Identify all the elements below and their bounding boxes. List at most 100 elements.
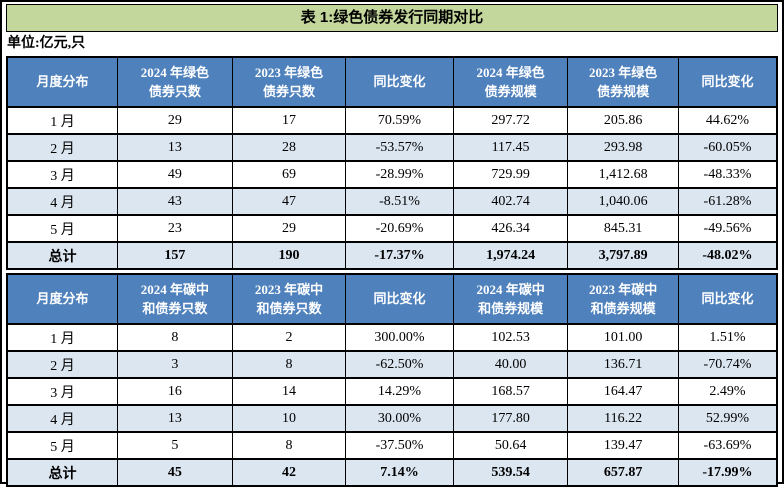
data-cell: -17.37% [345, 241, 454, 270]
data-cell: 50.64 [452, 431, 569, 460]
header-cell-yoy-scale: 同比变化 [677, 273, 778, 325]
data-cell: 3 [117, 350, 233, 379]
data-cell: 3 月 [6, 160, 119, 189]
data-cell: -37.50% [345, 431, 454, 460]
data-cell: 657.87 [567, 458, 679, 487]
data-cell: 49 [117, 160, 233, 189]
data-cell: -28.99% [345, 160, 454, 189]
data-cell: 47 [231, 187, 347, 216]
header-cell-2024-scale: 2024 年碳中 和债券规模 [452, 273, 569, 325]
data-cell: 136.71 [567, 350, 679, 379]
header-cell-yoy-count: 同比变化 [345, 56, 454, 108]
data-cell: 总计 [6, 458, 119, 487]
header-cell-2023-count: 2023 年碳中 和债券只数 [231, 273, 347, 325]
header-cell-2024-scale: 2024 年绿色 债券规模 [452, 56, 569, 108]
data-cell: 539.54 [452, 458, 569, 487]
header-cell-2024-count: 2024 年绿色 债券只数 [117, 56, 233, 108]
data-cell: 2.49% [677, 377, 778, 406]
data-cell: 23 [117, 214, 233, 243]
data-cell: 44.62% [677, 106, 778, 135]
header-cell-2023-scale: 2023 年碳中 和债券规模 [567, 273, 679, 325]
data-cell: -17.99% [677, 458, 778, 487]
data-cell: -48.02% [677, 241, 778, 270]
data-cell: 117.45 [452, 133, 569, 162]
data-cell: 52.99% [677, 404, 778, 433]
data-cell: 8 [231, 431, 347, 460]
data-cell: 164.47 [567, 377, 679, 406]
table-row: 4 月 13 10 30.00% 177.80 116.22 52.99% [6, 404, 778, 433]
header-row: 月度分布 2024 年碳中 和债券只数 2023 年碳中 和债券只数 同比变化 … [6, 273, 778, 325]
table-row: 1 月 8 2 300.00% 102.53 101.00 1.51% [6, 323, 778, 352]
data-cell: 177.80 [452, 404, 569, 433]
table-row: 1 月 29 17 70.59% 297.72 205.86 44.62% [6, 106, 778, 135]
data-cell: 168.57 [452, 377, 569, 406]
data-cell: 4 月 [6, 404, 119, 433]
data-cell: 157 [117, 241, 233, 270]
green-bond-table: 月度分布 2024 年绿色 债券只数 2023 年绿色 债券只数 同比变化 20… [6, 56, 778, 270]
data-cell: 14.29% [345, 377, 454, 406]
data-cell: 102.53 [452, 323, 569, 352]
data-cell: 28 [231, 133, 347, 162]
data-cell: 总计 [6, 241, 119, 270]
data-cell: 3,797.89 [567, 241, 679, 270]
data-cell: 5 月 [6, 214, 119, 243]
data-cell: 402.74 [452, 187, 569, 216]
table-row: 4 月 43 47 -8.51% 402.74 1,040.06 -61.28% [6, 187, 778, 216]
data-cell: 3 月 [6, 377, 119, 406]
table-row: 3 月 16 14 14.29% 168.57 164.47 2.49% [6, 377, 778, 406]
data-cell: 13 [117, 404, 233, 433]
data-cell: -61.28% [677, 187, 778, 216]
data-cell: -63.69% [677, 431, 778, 460]
data-cell: 42 [231, 458, 347, 487]
header-cell-month: 月度分布 [6, 56, 119, 108]
data-cell: -70.74% [677, 350, 778, 379]
data-cell: 2 月 [6, 133, 119, 162]
total-row: 总计 45 42 7.14% 539.54 657.87 -17.99% [6, 458, 778, 487]
header-cell-yoy-count: 同比变化 [345, 273, 454, 325]
header-cell-2023-scale: 2023 年绿色 债券规模 [567, 56, 679, 108]
data-cell: 205.86 [567, 106, 679, 135]
data-cell: 40.00 [452, 350, 569, 379]
total-row: 总计 157 190 -17.37% 1,974.24 3,797.89 -48… [6, 241, 778, 270]
data-cell: 17 [231, 106, 347, 135]
data-cell: 7.14% [345, 458, 454, 487]
data-cell: -49.56% [677, 214, 778, 243]
data-cell: -60.05% [677, 133, 778, 162]
header-row: 月度分布 2024 年绿色 债券只数 2023 年绿色 债券只数 同比变化 20… [6, 56, 778, 108]
data-cell: 2 [231, 323, 347, 352]
data-cell: 4 月 [6, 187, 119, 216]
table-title: 表 1:绿色债券发行同期对比 [6, 4, 778, 32]
data-cell: 13 [117, 133, 233, 162]
unit-note: 单位:亿元,只 [7, 36, 86, 51]
data-cell: 1,040.06 [567, 187, 679, 216]
data-cell: 43 [117, 187, 233, 216]
header-cell-month: 月度分布 [6, 273, 119, 325]
data-cell: -62.50% [345, 350, 454, 379]
header-cell-yoy-scale: 同比变化 [677, 56, 778, 108]
data-cell: 29 [231, 214, 347, 243]
data-cell: 1,412.68 [567, 160, 679, 189]
table-row: 2 月 3 8 -62.50% 40.00 136.71 -70.74% [6, 350, 778, 379]
data-cell: 8 [117, 323, 233, 352]
data-cell: -8.51% [345, 187, 454, 216]
data-cell: 16 [117, 377, 233, 406]
data-cell: 116.22 [567, 404, 679, 433]
data-cell: 10 [231, 404, 347, 433]
data-cell: 101.00 [567, 323, 679, 352]
data-cell: 14 [231, 377, 347, 406]
table-row: 2 月 13 28 -53.57% 117.45 293.98 -60.05% [6, 133, 778, 162]
header-cell-2024-count: 2024 年碳中 和债券只数 [117, 273, 233, 325]
data-cell: 70.59% [345, 106, 454, 135]
data-cell: 139.47 [567, 431, 679, 460]
carbon-neutral-bond-table: 月度分布 2024 年碳中 和债券只数 2023 年碳中 和债券只数 同比变化 … [6, 273, 778, 487]
data-cell: -48.33% [677, 160, 778, 189]
data-cell: 30.00% [345, 404, 454, 433]
data-cell: 1,974.24 [452, 241, 569, 270]
table-row: 5 月 23 29 -20.69% 426.34 845.31 -49.56% [6, 214, 778, 243]
data-cell: 29 [117, 106, 233, 135]
data-cell: 300.00% [345, 323, 454, 352]
data-cell: 845.31 [567, 214, 679, 243]
data-cell: 8 [231, 350, 347, 379]
data-cell: 297.72 [452, 106, 569, 135]
